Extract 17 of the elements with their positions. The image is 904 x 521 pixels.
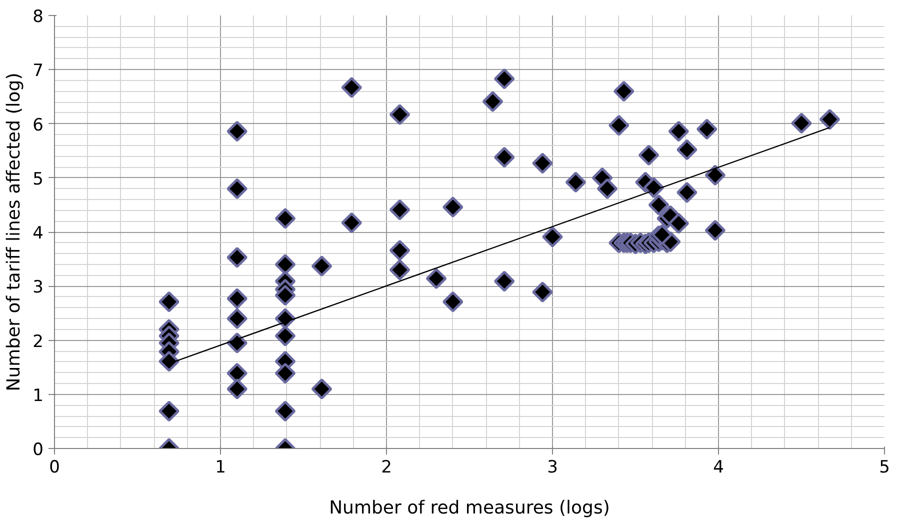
y-tick-label: 4 bbox=[32, 224, 44, 244]
y-tick-label: 6 bbox=[32, 115, 44, 136]
x-tick-label: 1 bbox=[215, 458, 226, 478]
x-axis-title: Number of red measures (logs) bbox=[329, 498, 610, 518]
x-tick-label: 4 bbox=[713, 458, 724, 478]
x-tick-label: 2 bbox=[381, 458, 392, 478]
x-tick-label: 5 bbox=[879, 458, 890, 478]
y-tick-label: 7 bbox=[32, 61, 44, 82]
x-tick-label: 0 bbox=[49, 458, 60, 478]
y-tick-label: 5 bbox=[32, 169, 44, 190]
y-tick-label: 0 bbox=[32, 440, 44, 460]
y-tick-label: 2 bbox=[32, 332, 44, 352]
x-tick-label: 3 bbox=[547, 458, 558, 478]
y-tick-label: 3 bbox=[32, 278, 44, 298]
y-axis-title: Number of tariff lines affected (log) bbox=[4, 72, 25, 392]
y-tick-label: 8 bbox=[32, 7, 44, 27]
y-tick-label: 1 bbox=[32, 386, 44, 406]
